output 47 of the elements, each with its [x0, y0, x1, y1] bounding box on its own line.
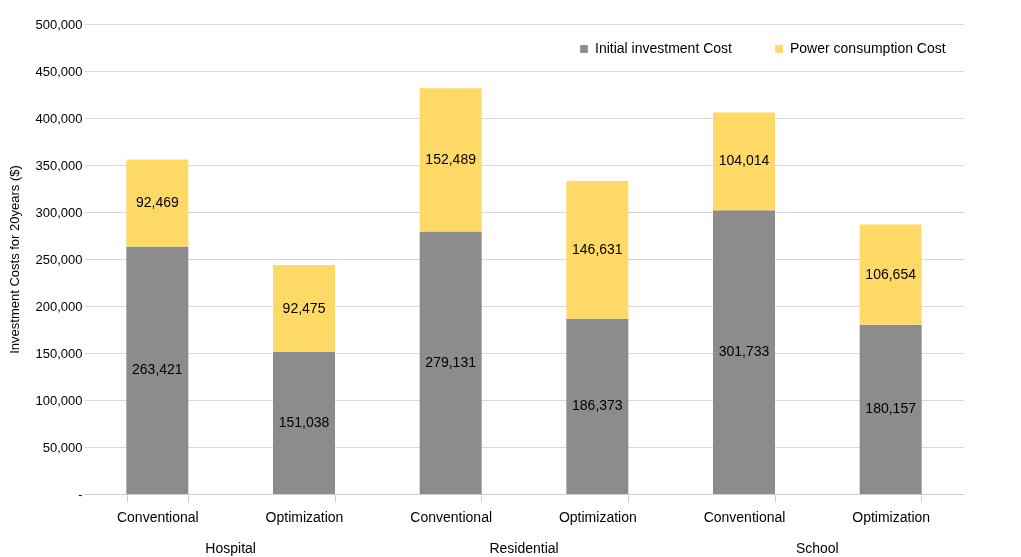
- data-label: 301,733: [718, 343, 770, 360]
- y-tick-label: 200,000: [35, 298, 83, 314]
- legend-label: Initial investment Cost: [595, 40, 733, 56]
- x-tick-label: Conventional: [116, 508, 199, 525]
- bar: [419, 88, 482, 232]
- text: Residential: [489, 540, 559, 556]
- x-tick-label: Conventional: [703, 508, 786, 525]
- bar: [273, 352, 335, 494]
- data-label: 151,038: [278, 414, 330, 431]
- x-tick-label: Conventional: [410, 508, 493, 525]
- data-label: 186,373: [572, 397, 623, 414]
- data-label: 146,631: [572, 240, 623, 257]
- legend-label: Power consumption Cost: [790, 40, 946, 56]
- bar: [419, 231, 482, 494]
- y-tick-label: 100,000: [35, 392, 83, 408]
- y-tick-label: 450,000: [35, 63, 83, 79]
- y-tick-label: -: [78, 486, 83, 502]
- data-label: 92,475: [282, 299, 326, 316]
- data-label: 92,469: [135, 193, 179, 210]
- bar: [859, 324, 922, 494]
- bar: [126, 246, 189, 494]
- bar: [566, 318, 629, 494]
- bar: [273, 265, 335, 353]
- text: Hospital: [205, 540, 256, 556]
- y-tick-label: 150,000: [35, 345, 83, 361]
- y-tick-label: 400,000: [35, 110, 83, 126]
- y-tick-label: 50,000: [42, 439, 83, 455]
- y-axis-title: Investment Costs for 20years ($): [6, 165, 22, 354]
- x-tick-label: Optimization: [852, 508, 931, 525]
- y-tick-label: 250,000: [35, 251, 83, 267]
- x-tick-label: Optimization: [265, 508, 344, 525]
- x-tick-label: Optimization: [558, 508, 637, 525]
- y-tick-label: 350,000: [35, 157, 83, 173]
- bar: [566, 180, 629, 319]
- y-tick-label: 300,000: [35, 204, 83, 220]
- bar: [859, 224, 922, 325]
- bar: [713, 112, 775, 211]
- data-label: 279,131: [425, 353, 477, 370]
- bar: [126, 159, 189, 247]
- data-label: 180,157: [865, 400, 917, 417]
- data-label: 104,014: [718, 152, 770, 169]
- y-tick-label: 500,000: [35, 16, 83, 32]
- bar: [713, 210, 775, 494]
- data-label: 263,421: [132, 361, 183, 378]
- text: School: [795, 540, 839, 556]
- data-label: 106,654: [865, 265, 917, 282]
- data-label: 152,489: [425, 150, 477, 167]
